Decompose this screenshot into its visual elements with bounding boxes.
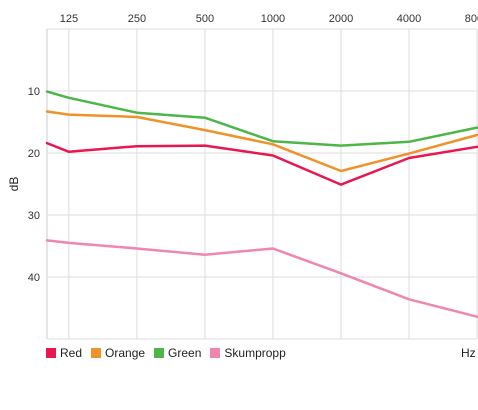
x-tick-label: 8000 (465, 13, 478, 25)
legend-item-green[interactable]: Green (154, 346, 201, 360)
series-lines (45, 90, 478, 318)
series-line-skumpropp (45, 239, 478, 318)
legend-label: Orange (105, 346, 146, 360)
x-axis-label: Hz (461, 346, 476, 360)
x-tick-label: 1000 (261, 13, 285, 25)
legend: Red Orange Green Skumpropp (46, 346, 286, 360)
series-line-orange (45, 110, 478, 173)
grid (46, 28, 478, 340)
legend-swatch (210, 348, 221, 358)
legend-item-skumpropp[interactable]: Skumpropp (210, 346, 286, 360)
y-axis-ticks: 10 20 30 40 (28, 86, 40, 284)
legend-label: Skumpropp (224, 346, 286, 360)
legend-label: Red (60, 346, 83, 360)
series-line-red (45, 141, 478, 186)
series-line-green (45, 90, 478, 147)
y-tick-label: 20 (28, 148, 40, 160)
legend-item-orange[interactable]: Orange (91, 346, 145, 360)
x-tick-label: 250 (128, 13, 146, 25)
legend-label: Green (168, 346, 202, 360)
x-tick-label: 4000 (397, 13, 421, 25)
legend-item-red[interactable]: Red (46, 346, 82, 360)
x-axis-ticks: 125 250 500 1000 2000 4000 8000 (60, 13, 478, 25)
y-tick-label: 40 (28, 272, 40, 284)
x-tick-label: 125 (60, 13, 78, 25)
legend-swatch (91, 348, 102, 358)
x-tick-label: 2000 (329, 13, 353, 25)
x-tick-label: 500 (196, 13, 214, 25)
y-tick-label: 30 (28, 210, 40, 222)
y-axis-label: dB (7, 177, 21, 192)
legend-swatch (154, 348, 165, 358)
legend-swatch (46, 348, 56, 358)
y-tick-label: 10 (28, 86, 40, 98)
